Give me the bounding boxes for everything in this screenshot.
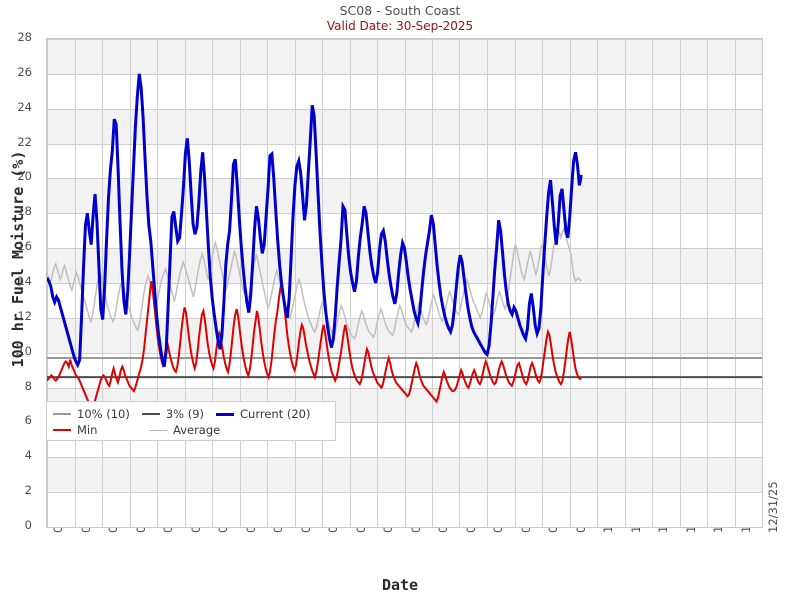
horizontal-gridline — [47, 39, 762, 40]
vertical-gridline — [350, 39, 351, 527]
horizontal-gridline — [47, 527, 762, 528]
vertical-gridline — [597, 39, 598, 527]
vertical-gridline — [707, 39, 708, 527]
vertical-gridline — [570, 39, 571, 527]
vertical-gridline — [47, 39, 48, 527]
y-axis-tick-label: 0 — [24, 518, 32, 532]
vertical-gridline — [515, 39, 516, 527]
horizontal-gridline — [47, 422, 762, 423]
legend-label-10pct: 10% (10) — [77, 407, 130, 421]
y-axis-tick-label: 6 — [24, 413, 32, 428]
y-axis-tick-label: 4 — [24, 448, 32, 463]
vertical-gridline — [405, 39, 406, 527]
vertical-gridline — [459, 39, 460, 527]
horizontal-gridline — [47, 353, 762, 354]
y-axis-tick-label: 28 — [17, 30, 32, 44]
horizontal-gridline — [47, 74, 762, 75]
vertical-gridline — [212, 39, 213, 527]
vertical-gridline — [652, 39, 653, 527]
vertical-gridline — [625, 39, 626, 527]
legend-item-10pct[interactable]: 10% (10) — [53, 407, 130, 421]
series-canvas — [47, 73, 762, 409]
legend-row-2: Min Average — [53, 422, 329, 438]
plot-area — [46, 38, 763, 528]
legend-item-3pct[interactable]: 3% (9) — [141, 407, 205, 421]
page-title: SC08 - South Coast — [339, 3, 461, 18]
series-min — [47, 281, 582, 409]
vertical-gridline — [75, 39, 76, 527]
horizontal-gridline — [47, 283, 762, 284]
legend-label-3pct: 3% (9) — [165, 407, 205, 421]
y-axis-tick-label: 8 — [24, 378, 32, 393]
legend-label-current: Current (20) — [240, 407, 311, 421]
y-axis-tick-label: 12 — [17, 308, 32, 323]
vertical-gridline — [240, 39, 241, 527]
chart-legend: 10% (10) 3% (9) Current (20) Min Average — [46, 401, 336, 441]
legend-item-average[interactable]: Average — [149, 423, 220, 437]
y-axis-label: 100 hr Fuel Moisture (%) — [9, 150, 27, 368]
y-axis-tick-label: 2 — [24, 483, 32, 498]
background-band — [47, 108, 762, 144]
x-axis-tick-label: 12/31/25 — [766, 481, 780, 533]
horizontal-gridline — [47, 178, 762, 179]
legend-item-min[interactable]: Min — [53, 423, 137, 437]
y-axis-tick-label: 14 — [17, 274, 32, 288]
legend-swatch-current — [216, 412, 235, 416]
background-band — [47, 178, 762, 214]
vertical-gridline — [487, 39, 488, 527]
background-band — [47, 457, 762, 493]
vertical-gridline — [157, 39, 158, 527]
x-axis-label: Date — [381, 576, 419, 594]
y-axis-tick-label: 10 — [17, 343, 32, 358]
y-axis-tick-label: 26 — [17, 64, 32, 79]
background-band — [47, 39, 762, 74]
vertical-gridline — [735, 39, 736, 527]
horizontal-gridline — [47, 492, 762, 493]
vertical-gridline — [377, 39, 378, 527]
legend-label-min: Min — [77, 423, 98, 437]
legend-item-current[interactable]: Current (20) — [216, 407, 311, 421]
legend-swatch-10pct — [53, 413, 71, 415]
y-axis-tick-label: 16 — [17, 239, 32, 254]
vertical-gridline — [680, 39, 681, 527]
vertical-gridline — [432, 39, 433, 527]
vertical-gridline — [185, 39, 186, 527]
y-axis-tick-label: 22 — [17, 134, 32, 149]
horizontal-gridline — [47, 144, 762, 145]
chart-subtitle: Valid Date: 30-Sep-2025 — [326, 19, 474, 33]
legend-swatch-average — [149, 429, 167, 431]
horizontal-gridline — [47, 109, 762, 110]
y-axis-tick-label: 20 — [17, 169, 32, 184]
legend-label-average: Average — [173, 423, 221, 437]
y-axis-tick-label: 24 — [17, 99, 32, 114]
vertical-gridline — [130, 39, 131, 527]
legend-swatch-3pct — [141, 413, 160, 415]
horizontal-gridline — [47, 213, 762, 214]
vertical-gridline — [267, 39, 268, 527]
horizontal-gridline — [47, 388, 762, 389]
vertical-gridline — [295, 39, 296, 527]
y-axis-tick-label: 18 — [17, 204, 32, 219]
series-current-20 — [47, 73, 583, 369]
horizontal-gridline — [47, 457, 762, 458]
vertical-gridline — [762, 39, 763, 527]
legend-row-1: 10% (10) 3% (9) Current (20) — [53, 406, 329, 422]
legend-swatch-min — [53, 429, 71, 431]
